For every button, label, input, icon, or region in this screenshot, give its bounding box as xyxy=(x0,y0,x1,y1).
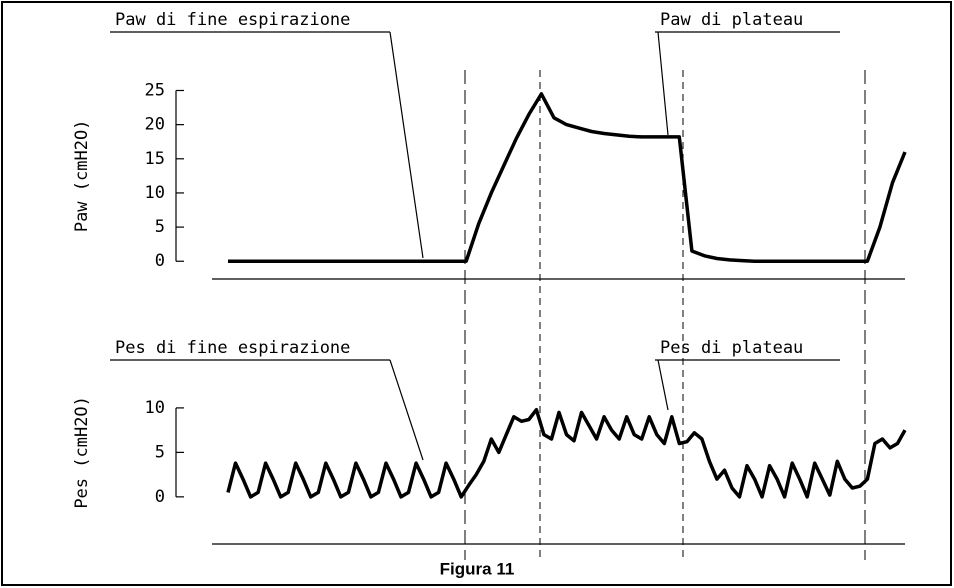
y-tick-label: 0 xyxy=(155,487,165,507)
y-axis-label: Pes (cmH2O) xyxy=(72,396,92,509)
y-tick-label: 25 xyxy=(145,80,165,100)
caption: Figura 11 xyxy=(440,559,515,578)
y-tick-label: 10 xyxy=(145,183,165,203)
y-tick-label: 0 xyxy=(155,251,165,271)
data-line xyxy=(228,92,907,263)
annotation: Paw di fine espirazione xyxy=(115,10,350,30)
y-tick-label: 20 xyxy=(145,115,165,135)
data-line xyxy=(226,407,907,499)
y-tick-label: 5 xyxy=(155,217,165,237)
y-tick-label: 5 xyxy=(155,442,165,462)
annotation: Pes di plateau xyxy=(660,338,803,358)
annotation-leader xyxy=(389,31,424,259)
y-tick-label: 10 xyxy=(145,398,165,418)
y-axis-label: Paw (cmH2O) xyxy=(72,120,92,233)
annotation: Pes di fine espirazione xyxy=(115,338,350,358)
annotation: Paw di plateau xyxy=(660,10,803,30)
annotation-leader xyxy=(657,31,669,136)
y-tick-label: 15 xyxy=(145,149,165,169)
annotation-leader xyxy=(657,359,669,411)
annotation-leader xyxy=(389,359,424,461)
